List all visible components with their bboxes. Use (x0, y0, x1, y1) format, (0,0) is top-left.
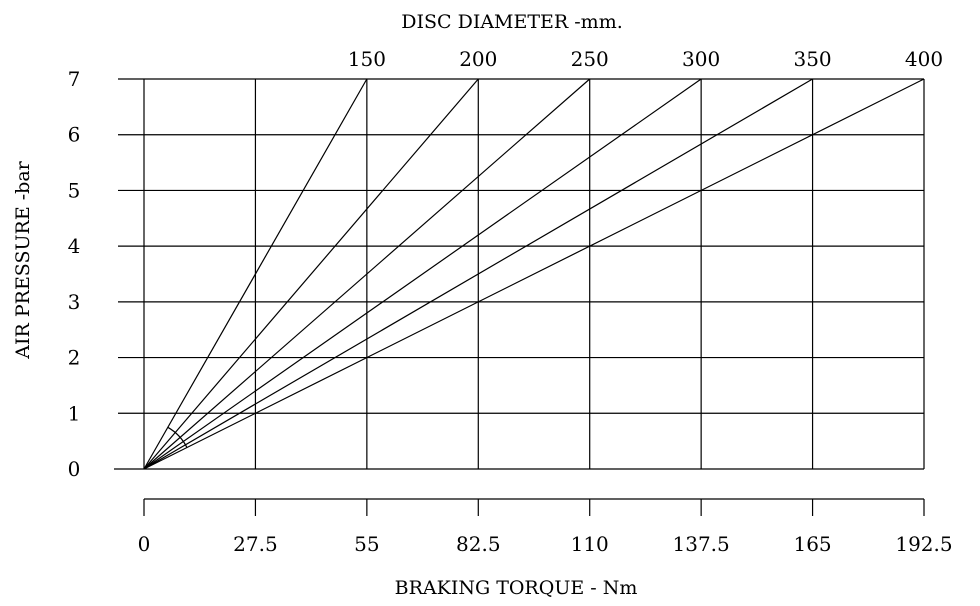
grid (114, 78, 925, 470)
y-tick-label: 1 (68, 401, 81, 425)
top-tick-label: 250 (571, 47, 609, 71)
y-tick-label: 5 (68, 178, 81, 202)
series-line (143, 78, 479, 470)
y-tick-label: 7 (68, 67, 81, 91)
x-tick-label: 0 (138, 532, 151, 556)
x-tick-label: 165 (793, 532, 831, 556)
x-tick-label: 82.5 (456, 532, 501, 556)
series-line (143, 78, 925, 470)
x-tick-label: 192.5 (895, 532, 952, 556)
top-tick-label: 200 (459, 47, 497, 71)
x-tick-label: 110 (571, 532, 609, 556)
series-line (143, 78, 702, 470)
series-line (143, 78, 591, 470)
top-tick-label: 350 (793, 47, 831, 71)
x-tick-label: 27.5 (233, 532, 278, 556)
x-tick-label: 137.5 (673, 532, 730, 556)
y-tick-label: 0 (68, 457, 81, 481)
x-tick-label: 55 (354, 532, 379, 556)
top-tick-label: 400 (905, 47, 943, 71)
origin-arc (167, 426, 188, 448)
axis-lines (143, 498, 925, 516)
top-tick-label: 300 (682, 47, 720, 71)
top-axis-title: DISC DIAMETER -mm. (401, 11, 623, 33)
y-axis-title: AIR PRESSURE -bar (12, 160, 34, 359)
tick-labels: 0 1 2 3 4 5 6 7 0 27.5 55 82.5 110 137.5 165 192.5 150 20… (68, 47, 953, 556)
y-tick-label: 2 (68, 346, 81, 370)
series-lines (143, 78, 925, 470)
y-tick-label: 3 (68, 290, 81, 314)
y-tick-label: 6 (68, 123, 81, 147)
series-line (143, 78, 813, 470)
series-line (143, 78, 368, 470)
x-axis-title: BRAKING TORQUE - Nm (395, 577, 638, 599)
y-tick-label: 4 (68, 234, 81, 258)
top-tick-label: 150 (348, 47, 386, 71)
